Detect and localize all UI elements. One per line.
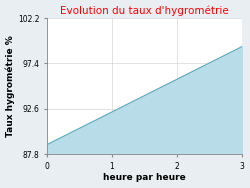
- Title: Evolution du taux d'hygrométrie: Evolution du taux d'hygrométrie: [60, 6, 229, 16]
- X-axis label: heure par heure: heure par heure: [103, 174, 186, 182]
- Y-axis label: Taux hygrométrie %: Taux hygrométrie %: [6, 35, 15, 137]
